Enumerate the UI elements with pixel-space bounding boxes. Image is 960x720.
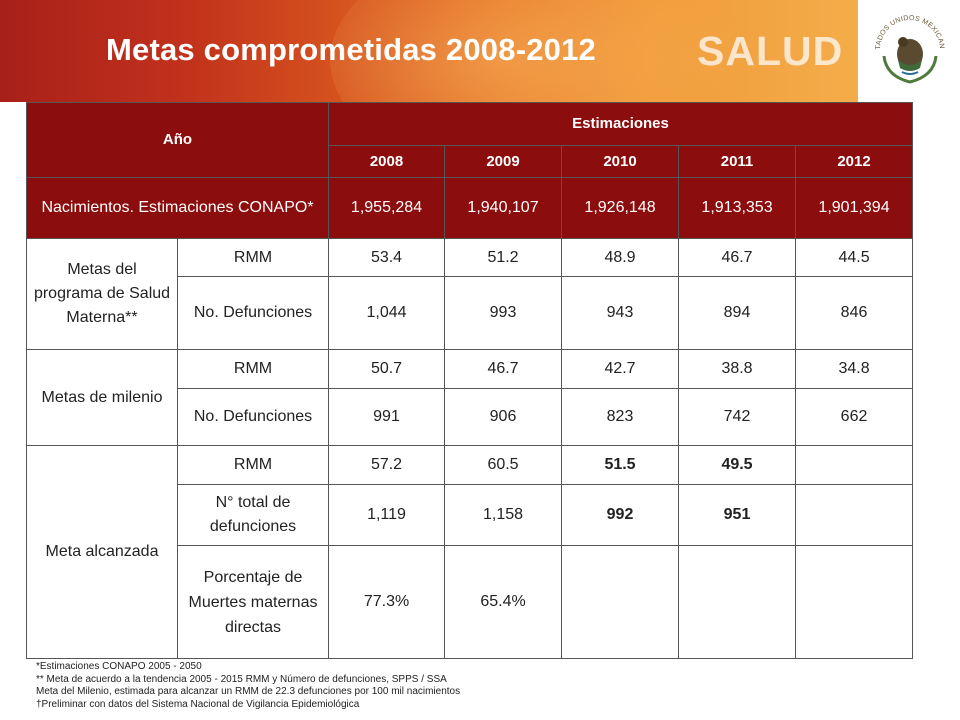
table-cell: 57.2: [328, 445, 446, 485]
table-cell: [678, 545, 797, 659]
estimates-header: Estimaciones: [328, 102, 914, 146]
table-cell: 42.7: [561, 349, 680, 389]
row-label: RMM: [176, 349, 330, 389]
table-cell: 38.8: [678, 349, 797, 389]
row-label: No. Defunciones: [176, 276, 330, 350]
births-value: 1,940,107: [444, 177, 563, 239]
row-label: RMM: [176, 238, 330, 277]
births-value: 1,955,284: [328, 177, 446, 239]
table-cell: 906: [444, 388, 563, 446]
births-value: 1,926,148: [561, 177, 680, 239]
table-cell: 51.2: [444, 238, 563, 277]
births-label: Nacimientos. Estimaciones CONAPO*: [25, 177, 330, 239]
table-cell: 823: [561, 388, 680, 446]
brand-logo-text: SALUD: [697, 28, 844, 74]
table-cell: [561, 545, 680, 659]
goals-table: Año Estimaciones 2008 2009 2010 2011 201…: [25, 102, 914, 659]
table-cell: 951: [678, 484, 797, 546]
group-label-achieved: Meta alcanzada: [26, 445, 178, 659]
table-cell: 662: [795, 388, 914, 446]
table-cell: 46.7: [444, 349, 563, 389]
year-header-cell: 2009: [444, 145, 563, 178]
table-cell: 51.5: [561, 445, 680, 485]
group-label-maternal-health: Metas del programa de Salud Materna**: [26, 238, 178, 350]
table-cell: 49.5: [678, 445, 797, 485]
table-cell: [795, 445, 914, 485]
year-header: Año: [25, 102, 330, 178]
footnote: ** Meta de acuerdo a la tendencia 2005 -…: [36, 673, 447, 685]
table-cell: 993: [444, 276, 563, 350]
banner-swoosh: [330, 0, 750, 102]
year-header-cell: 2012: [795, 145, 914, 178]
group-label-millennium: Metas de milenio: [26, 349, 178, 446]
row-label: Porcentaje de Muertes maternas directas: [176, 545, 330, 659]
table-cell: 943: [561, 276, 680, 350]
table-cell: 992: [561, 484, 680, 546]
row-label: N° total de defunciones: [176, 484, 330, 546]
table-cell: 65.4%: [444, 545, 563, 659]
table-cell: 77.3%: [328, 545, 446, 659]
table-cell: 1,158: [444, 484, 563, 546]
year-header-cell: 2010: [561, 145, 680, 178]
table-cell: 1,044: [328, 276, 446, 350]
header-banner: Metas comprometidas 2008-2012 SALUD: [0, 0, 858, 102]
table-cell: 60.5: [444, 445, 563, 485]
births-value: 1,913,353: [678, 177, 797, 239]
table-cell: [795, 545, 914, 659]
row-label: RMM: [176, 445, 330, 485]
footnote: *Estimaciones CONAPO 2005 - 2050: [36, 661, 202, 672]
table-cell: 991: [328, 388, 446, 446]
table-cell: 46.7: [678, 238, 797, 277]
table-cell: 34.8: [795, 349, 914, 389]
footnote: Meta del Milenio, estimada para alcanzar…: [36, 686, 461, 697]
table-cell: 48.9: [561, 238, 680, 277]
births-value: 1,901,394: [795, 177, 914, 239]
table-cell: 1,119: [328, 484, 446, 546]
footnotes: *Estimaciones CONAPO 2005 - 2050 ** Meta…: [36, 661, 460, 711]
footnote: †Preliminar con datos del Sistema Nacion…: [36, 698, 360, 710]
table-cell: 53.4: [328, 238, 446, 277]
national-seal-icon: ESTADOS UNIDOS MEXICANOS: [872, 10, 945, 84]
table-cell: 846: [795, 276, 914, 350]
year-header-cell: 2008: [328, 145, 446, 178]
page-title: Metas comprometidas 2008-2012: [106, 32, 596, 67]
table-cell: 50.7: [328, 349, 446, 389]
table-cell: [795, 484, 914, 546]
row-label: No. Defunciones: [176, 388, 330, 446]
table-cell: 44.5: [795, 238, 914, 277]
table-cell: 742: [678, 388, 797, 446]
year-header-cell: 2011: [678, 145, 797, 178]
table-cell: 894: [678, 276, 797, 350]
